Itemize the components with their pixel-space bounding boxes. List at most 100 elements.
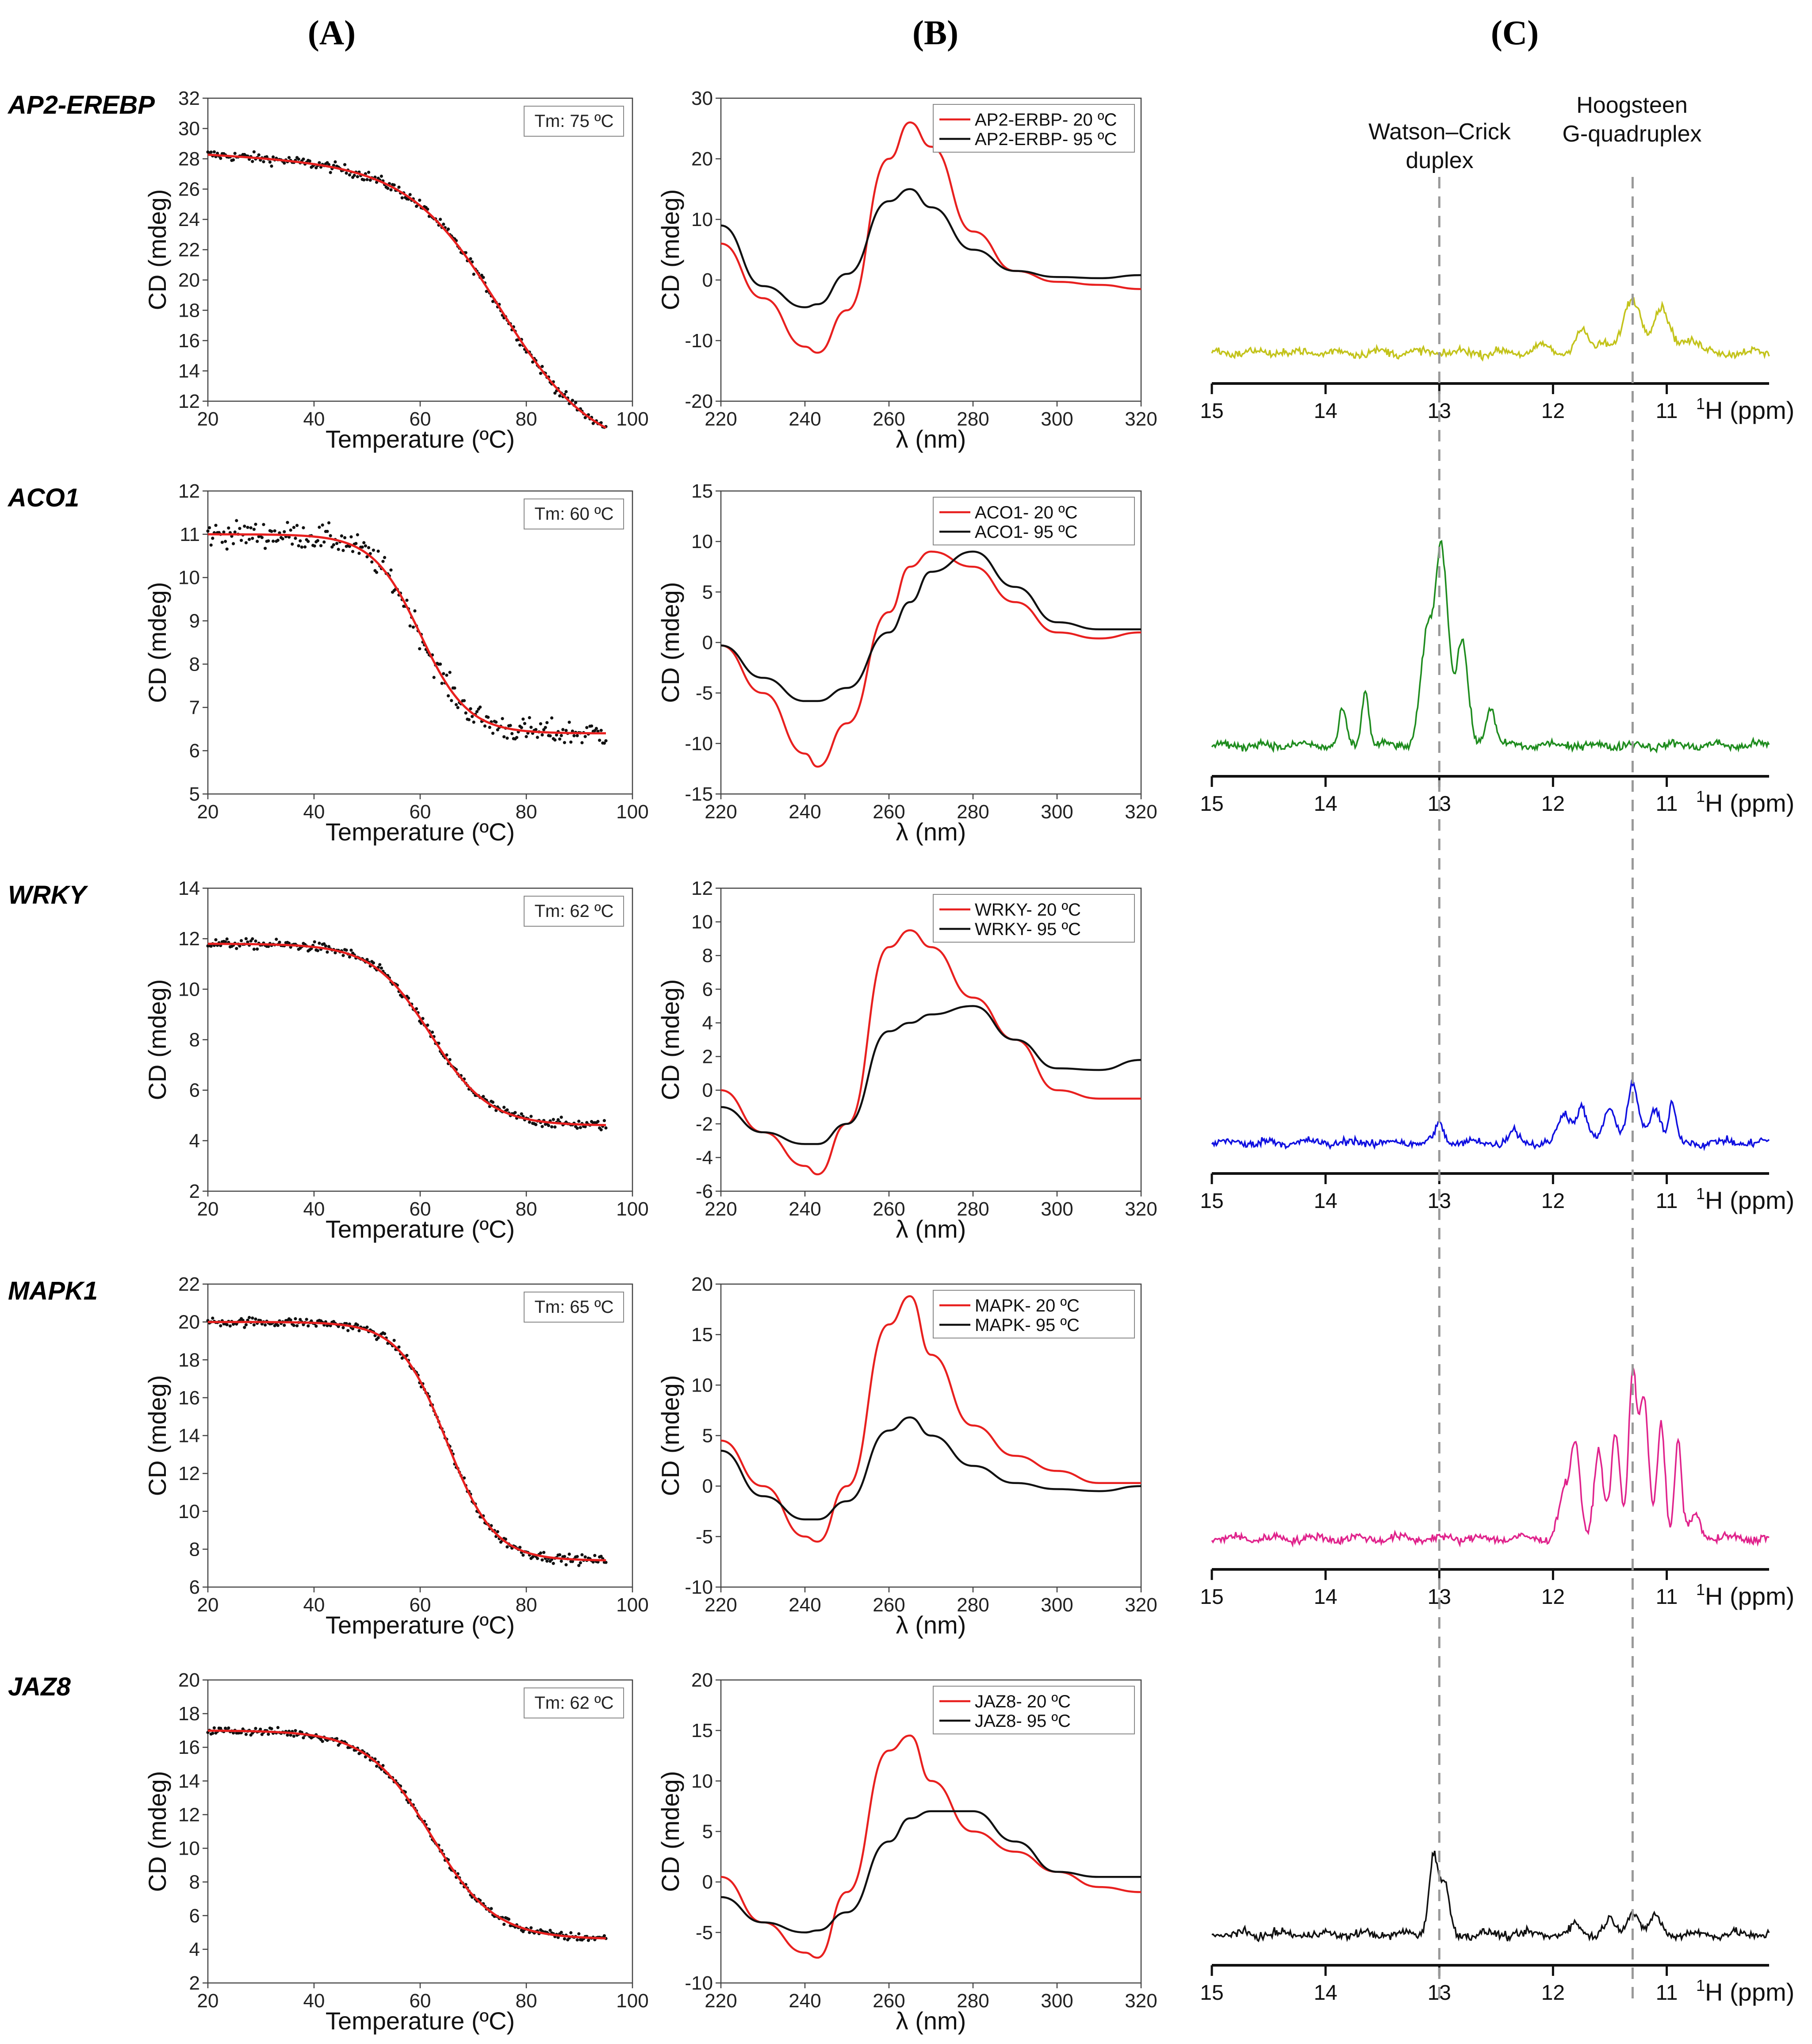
data-point [362,178,366,182]
data-point [326,950,329,954]
data-point [349,948,353,952]
y-tick-label: 10 [691,531,713,552]
data-point [251,537,254,540]
melting-chart-ap2-erebp: AP2-EREBP 12 14 16 18 20 22 24 26 28 30 32 20 40 60 80 1… [7,88,649,453]
series-line-95c [720,188,1142,308]
data-point [345,948,348,952]
data-point [540,1558,544,1562]
data-point [567,721,571,724]
data-point [352,173,356,177]
data-point [314,166,318,169]
data-point [275,937,278,941]
data-point [578,1126,582,1129]
data-point [528,1120,531,1124]
data-point [564,390,568,394]
data-point [518,1545,522,1549]
data-point [525,735,528,738]
data-point [483,724,487,728]
y-tick-label: 9 [189,610,200,632]
data-point [233,530,237,534]
data-point [389,568,393,572]
tm-box [524,1292,624,1323]
ppm-tick-label: 11 [1656,1189,1678,1213]
data-point [397,185,401,189]
data-point [367,170,371,174]
data-point [340,534,344,538]
data-point [345,171,348,175]
data-point [232,158,235,162]
data-point [214,524,218,527]
x-tick-label: 100 [616,408,648,430]
data-point [571,1560,574,1563]
data-point [316,539,320,542]
data-point [604,1126,608,1130]
data-point [599,729,603,732]
y-tick-label: 4 [189,1939,200,1960]
y-tick-label: 20 [691,1669,713,1691]
data-point [559,734,563,737]
y-tick-label: 10 [691,1770,713,1792]
y-tick-label: 20 [691,1273,713,1295]
data-point [368,178,372,182]
y-tick-label: -10 [685,1972,713,1994]
data-point [316,949,320,952]
data-point [233,152,237,155]
fit-curve [208,1730,606,1940]
y-tick-label: 12 [178,391,200,412]
y-tick-label: 20 [178,1312,200,1333]
data-point [365,1325,369,1329]
data-point [251,1316,254,1320]
nmr-spectrum-3: 15 14 13 12 11 1H (ppm) [1200,1079,1794,1214]
ppm-axis-label-superscript: 1 [1696,1976,1705,1994]
ppm-axis-label-superscript: 1 [1696,787,1705,805]
data-point [254,1727,257,1730]
melting-chart-mapk1: MAPK1 6 8 10 12 14 16 18 20 22 20 40 60 80 100 Temperat… [8,1273,649,1639]
series-line-20c [720,550,1142,768]
ppm-tick-label: 12 [1541,1189,1565,1213]
data-point [375,180,379,184]
ppm-axis-label-superscript: 1 [1696,395,1705,413]
x-tick-label: 280 [957,408,989,430]
data-point [270,529,273,533]
data-point [506,736,509,740]
fit-curve [207,153,607,429]
data-point [383,556,387,559]
data-point [212,1726,216,1730]
data-point [408,624,412,628]
data-point [332,164,336,167]
data-point [442,222,445,226]
data-point [586,1939,590,1942]
y-tick-label: 10 [178,1838,200,1860]
y-tick-label: -15 [685,783,713,805]
data-point [548,1929,552,1932]
data-point [306,1324,310,1328]
x-tick-label: 40 [303,408,325,430]
data-point [555,733,558,737]
data-point [243,525,246,528]
data-point [251,160,254,163]
data-point [529,725,533,729]
legend-label: AP2-ERBP- 20 ºC [975,110,1117,130]
data-point [596,1120,600,1123]
data-point [257,153,260,157]
legend-label: MAPK- 20 ºC [975,1296,1080,1315]
data-point [244,1323,248,1327]
data-point [604,739,608,743]
legend-label: AP2-ERBP- 95 ºC [975,130,1117,149]
data-point [209,543,213,547]
hoogsteen-label-line1: Hoogsteen [1576,92,1688,118]
data-point [225,547,229,551]
data-point [351,550,355,553]
y-axis-label: CD (mdeg) [656,1771,684,1892]
y-tick-label: 16 [178,330,200,352]
data-point [252,528,256,531]
x-tick-label: 20 [197,1594,219,1616]
y-tick-label: 8 [189,1538,200,1560]
data-point [348,955,352,959]
data-point [335,1737,339,1741]
data-point [475,710,479,713]
data-point [534,728,538,731]
data-point [439,218,442,221]
y-tick-label: 0 [702,269,713,291]
